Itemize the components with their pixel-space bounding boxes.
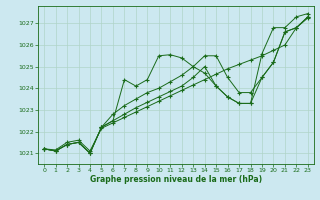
X-axis label: Graphe pression niveau de la mer (hPa): Graphe pression niveau de la mer (hPa) [90, 175, 262, 184]
